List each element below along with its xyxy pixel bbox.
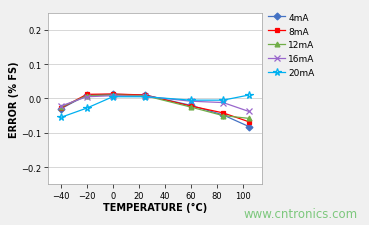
20mA <box>111 96 115 99</box>
16mA <box>189 100 193 103</box>
Line: 4mA: 4mA <box>59 92 251 129</box>
4mA <box>143 94 148 97</box>
20mA <box>85 107 89 110</box>
16mA <box>247 111 251 113</box>
Text: www.cntronics.com: www.cntronics.com <box>244 207 358 220</box>
8mA <box>85 94 89 96</box>
16mA <box>85 96 89 99</box>
16mA <box>111 95 115 98</box>
20mA <box>143 96 148 99</box>
Legend: 4mA, 8mA, 12mA, 16mA, 20mA: 4mA, 8mA, 12mA, 16mA, 20mA <box>268 14 315 78</box>
12mA <box>247 117 251 120</box>
4mA <box>85 94 89 97</box>
Line: 12mA: 12mA <box>59 93 251 121</box>
16mA <box>143 96 148 98</box>
8mA <box>143 94 148 97</box>
8mA <box>189 105 193 108</box>
20mA <box>59 117 63 119</box>
8mA <box>221 112 225 115</box>
Y-axis label: ERROR (% FS): ERROR (% FS) <box>9 61 19 137</box>
16mA <box>59 105 63 108</box>
4mA <box>247 126 251 128</box>
4mA <box>221 114 225 117</box>
Line: 16mA: 16mA <box>58 93 252 115</box>
12mA <box>111 94 115 97</box>
12mA <box>189 106 193 109</box>
8mA <box>59 107 63 110</box>
12mA <box>143 95 148 98</box>
Line: 20mA: 20mA <box>57 92 253 122</box>
20mA <box>247 94 251 97</box>
12mA <box>85 95 89 98</box>
X-axis label: TEMPERATURE (°C): TEMPERATURE (°C) <box>103 202 207 212</box>
Line: 8mA: 8mA <box>59 92 251 125</box>
4mA <box>59 108 63 111</box>
12mA <box>221 115 225 117</box>
4mA <box>189 104 193 107</box>
8mA <box>247 121 251 124</box>
20mA <box>189 99 193 102</box>
4mA <box>111 94 115 96</box>
20mA <box>221 99 225 102</box>
12mA <box>59 106 63 109</box>
8mA <box>111 93 115 96</box>
16mA <box>221 102 225 104</box>
